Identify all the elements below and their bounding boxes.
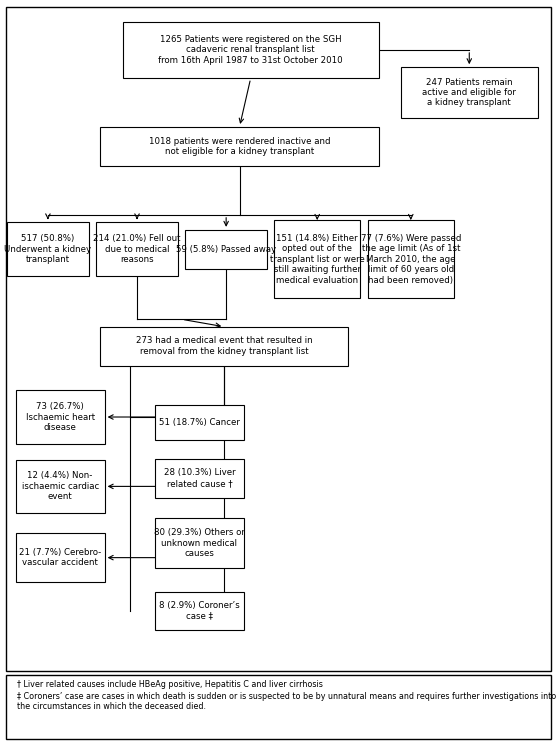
Text: ‡ Coroners’ case are cases in which death is sudden or is suspected to be by unn: ‡ Coroners’ case are cases in which deat…: [17, 692, 556, 711]
Text: 12 (4.4%) Non-
ischaemic cardiac
event: 12 (4.4%) Non- ischaemic cardiac event: [22, 471, 99, 501]
FancyBboxPatch shape: [185, 230, 267, 269]
Text: 77 (7.6%) Were passed
the age limit (As of 1st
March 2010, the age
limit of 60 y: 77 (7.6%) Were passed the age limit (As …: [360, 234, 461, 284]
FancyBboxPatch shape: [274, 220, 360, 298]
FancyBboxPatch shape: [100, 327, 348, 366]
FancyBboxPatch shape: [16, 390, 105, 444]
Text: 59 (5.8%) Passed away: 59 (5.8%) Passed away: [176, 245, 276, 254]
FancyBboxPatch shape: [155, 459, 244, 498]
Text: 73 (26.7%)
Ischaemic heart
disease: 73 (26.7%) Ischaemic heart disease: [26, 402, 95, 432]
FancyBboxPatch shape: [155, 405, 244, 440]
FancyBboxPatch shape: [401, 67, 538, 118]
Text: 517 (50.8%)
Underwent a kidney
transplant: 517 (50.8%) Underwent a kidney transplan…: [4, 234, 91, 264]
FancyBboxPatch shape: [6, 7, 551, 671]
Text: 51 (18.7%) Cancer: 51 (18.7%) Cancer: [159, 418, 240, 427]
Text: 8 (2.9%) Coroner’s
case ‡: 8 (2.9%) Coroner’s case ‡: [159, 601, 240, 621]
FancyBboxPatch shape: [6, 675, 551, 739]
FancyBboxPatch shape: [155, 518, 244, 568]
Text: 214 (21.0%) Fell out
due to medical
reasons: 214 (21.0%) Fell out due to medical reas…: [93, 234, 181, 264]
FancyBboxPatch shape: [96, 222, 178, 276]
FancyBboxPatch shape: [368, 220, 454, 298]
FancyBboxPatch shape: [123, 22, 379, 78]
Text: 28 (10.3%) Liver
related cause †: 28 (10.3%) Liver related cause †: [164, 468, 235, 488]
Text: 80 (29.3%) Others or
unknown medical
causes: 80 (29.3%) Others or unknown medical cau…: [154, 528, 245, 558]
Text: 151 (14.8%) Either
opted out of the
transplant list or were
still awaiting furth: 151 (14.8%) Either opted out of the tran…: [270, 234, 365, 284]
FancyBboxPatch shape: [7, 222, 89, 276]
Text: 1018 patients were rendered inactive and
not eligible for a kidney transplant: 1018 patients were rendered inactive and…: [149, 137, 330, 156]
FancyBboxPatch shape: [100, 127, 379, 166]
FancyBboxPatch shape: [16, 460, 105, 513]
Text: 273 had a medical event that resulted in
removal from the kidney transplant list: 273 had a medical event that resulted in…: [136, 336, 312, 356]
Text: † Liver related causes include HBeAg positive, Hepatitis C and liver cirrhosis: † Liver related causes include HBeAg pos…: [17, 680, 323, 689]
Text: 21 (7.7%) Cerebro-
vascular accident: 21 (7.7%) Cerebro- vascular accident: [19, 548, 101, 568]
Text: 1265 Patients were registered on the SGH
cadaveric renal transplant list
from 16: 1265 Patients were registered on the SGH…: [158, 35, 343, 65]
FancyBboxPatch shape: [16, 533, 105, 582]
Text: 247 Patients remain
active and eligible for
a kidney transplant: 247 Patients remain active and eligible …: [422, 78, 516, 107]
FancyBboxPatch shape: [155, 592, 244, 630]
